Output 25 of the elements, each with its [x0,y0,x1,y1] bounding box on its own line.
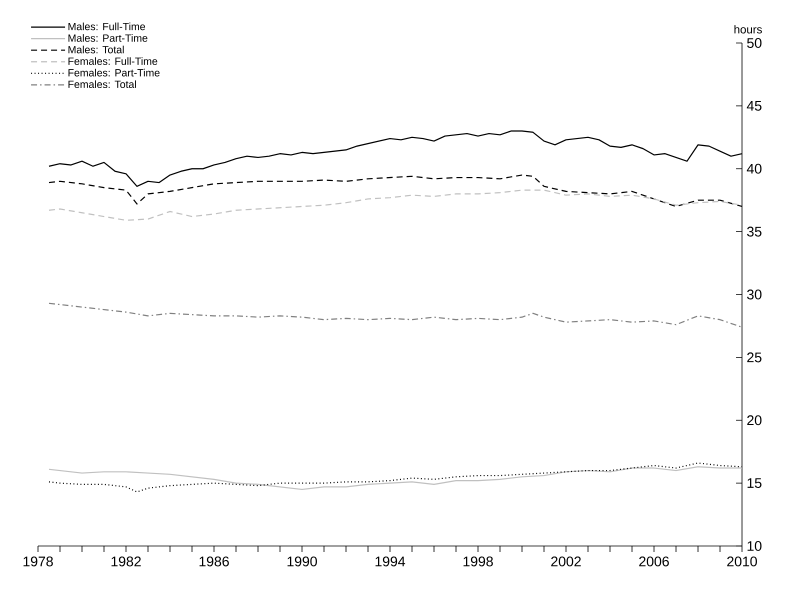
legend-label: Males: Part-Time [68,34,148,42]
legend-label: Females: Part-Time [68,68,160,76]
x-tick-label: 1978 [24,556,53,566]
legend-label: Females: Total [68,80,136,88]
x-tick-label: 1994 [376,556,406,566]
y-tick-label: 40 [746,164,762,174]
y-tick-label: 45 [746,101,762,111]
legend-label: Males: Total [68,46,124,54]
x-tick-label: 1990 [288,556,317,566]
x-tick-label: 1986 [200,556,229,566]
x-tick-label: 1998 [464,556,493,566]
y-tick-label: 50 [747,38,762,48]
legend-label: Females: Full-Time [68,57,158,65]
y-tick-label: 10 [748,541,762,551]
x-tick-label: 1982 [112,556,141,566]
y-axis-title: hours [734,25,762,34]
y-tick-label: 25 [747,352,762,362]
y-tick-label: 15 [748,478,762,488]
legend-label: Males: Full-Time [68,22,146,30]
x-tick-label: 2010 [727,556,757,566]
x-tick-label: 2006 [639,556,669,566]
x-tick-label: 2002 [551,556,581,566]
y-tick-label: 30 [747,290,762,300]
y-tick-label: 35 [747,226,762,237]
y-tick-label: 20 [747,415,762,426]
